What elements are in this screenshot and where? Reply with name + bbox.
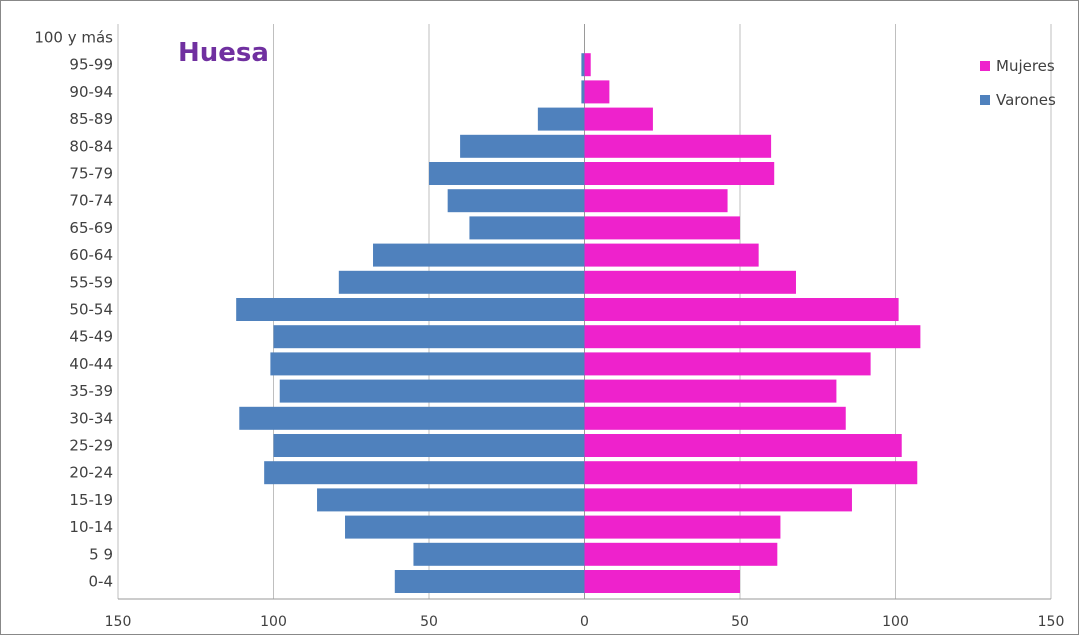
mujeres-bar [584,216,740,240]
category-label: 100 y más [34,29,113,47]
mujeres-bar [584,352,871,376]
varones-bars [236,53,585,593]
category-label: 25-29 [69,437,113,455]
varones-bar [460,134,585,158]
mujeres-bar [584,80,610,104]
x-tick-label: 0 [580,614,589,630]
varones-bar [264,461,585,485]
varones-bar [581,53,585,77]
category-label: 90-94 [69,83,113,101]
legend: Mujeres Varones [980,57,1056,109]
category-label: 15-19 [69,491,113,509]
varones-bar [394,570,585,593]
category-label: 70-74 [69,192,113,210]
mujeres-bar [584,162,775,185]
legend-swatch [980,61,990,71]
category-label: 35-39 [69,382,113,400]
chart-title: Huesa [178,38,269,68]
category-label: 0-4 [89,573,114,591]
mujeres-bar [584,298,899,321]
mujeres-bar [584,243,759,267]
varones-bar [581,80,585,104]
varones-bar [345,515,585,539]
x-tick-label: 150 [105,614,132,630]
category-label: 10-14 [69,518,113,536]
category-labels: 0-4 5 9 10-14 15-19 20-24 25-29 30-34 35-39 40-4… [34,29,113,591]
mujeres-bar [584,134,772,158]
mujeres-bar [584,325,921,349]
x-tick-label: 150 [1038,614,1065,630]
mujeres-bar [584,434,902,457]
x-tick-label: 50 [731,614,749,630]
x-tick-label: 50 [420,614,438,630]
category-label: 75-79 [69,165,113,183]
category-label: 80-84 [69,137,113,155]
legend-label: Mujeres [996,57,1055,75]
x-tick-labels: 150 100 50 0 50 100 150 [105,614,1065,630]
varones-bar [317,488,585,512]
varones-bar [239,406,585,430]
mujeres-bar [584,515,781,539]
category-label: 5 9 [89,545,113,563]
category-label: 65-69 [69,219,113,237]
category-label: 55-59 [69,273,113,291]
mujeres-bar [584,270,796,294]
varones-bar [338,270,585,294]
category-label: 95-99 [69,56,113,74]
category-label: 30-34 [69,409,113,427]
mujeres-bar [584,189,728,213]
varones-bar [413,542,585,566]
category-label: 85-89 [69,110,113,128]
mujeres-bar [584,53,591,77]
varones-bar [279,379,585,403]
x-tick-label: 100 [882,614,909,630]
mujeres-bar [584,488,852,512]
mujeres-bar [584,542,778,566]
varones-bar [469,216,585,240]
varones-bar [373,243,585,267]
category-label: 50-54 [69,301,113,319]
varones-bar [236,298,585,321]
category-label: 40-44 [69,355,113,373]
varones-bar [537,107,585,131]
legend-swatch [980,95,990,105]
varones-bar [270,352,585,376]
varones-bar [429,162,585,185]
category-label: 45-49 [69,328,113,346]
legend-label: Varones [996,91,1056,109]
mujeres-bar [584,379,837,403]
category-label: 60-64 [69,246,113,264]
x-tick-label: 100 [260,614,287,630]
varones-bar [273,434,585,457]
varones-bar [273,325,585,349]
mujeres-bar [584,406,846,430]
mujeres-bar [584,570,740,593]
mujeres-bars [584,53,921,593]
mujeres-bar [584,461,918,485]
varones-bar [447,189,585,213]
category-label: 20-24 [69,464,113,482]
mujeres-bar [584,107,653,131]
